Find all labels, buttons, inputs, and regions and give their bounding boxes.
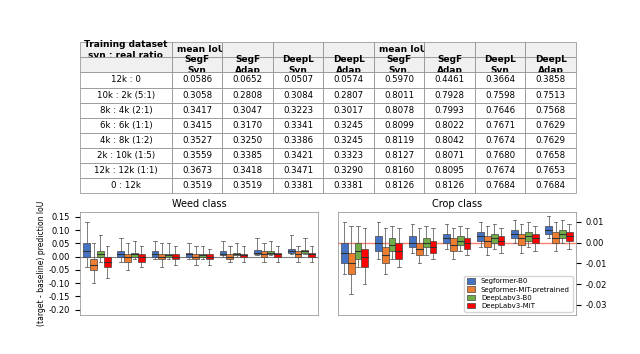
Bar	[90, 259, 97, 270]
Bar	[348, 253, 355, 274]
Bar	[274, 253, 281, 257]
Bar	[396, 242, 403, 259]
Bar	[409, 236, 416, 247]
Bar	[450, 239, 457, 251]
Bar	[199, 254, 206, 257]
Legend: Segformer-B0, Segformer-MiT-pretrained, DeepLabv3-B0, DeepLabv3-MiT: Segformer-B0, Segformer-MiT-pretrained, …	[464, 275, 573, 312]
Bar	[375, 236, 382, 251]
Bar	[477, 232, 484, 241]
Bar	[552, 232, 559, 242]
Bar	[268, 251, 274, 254]
Bar	[484, 236, 491, 247]
Bar	[138, 254, 145, 262]
Bar	[545, 226, 552, 234]
Bar	[362, 249, 368, 268]
Bar	[491, 234, 498, 242]
Bar	[566, 232, 573, 241]
Bar	[294, 251, 301, 257]
Bar	[559, 230, 566, 239]
Bar	[220, 251, 227, 255]
Bar	[240, 254, 247, 257]
Bar	[498, 236, 504, 245]
Bar	[518, 234, 525, 245]
Title: Weed class: Weed class	[172, 199, 227, 210]
Bar	[97, 251, 104, 257]
Bar	[355, 242, 362, 259]
Bar	[382, 247, 388, 263]
Bar	[422, 239, 429, 247]
Bar	[227, 254, 234, 259]
Bar	[124, 254, 131, 262]
Bar	[131, 253, 138, 257]
Bar	[532, 234, 538, 242]
Bar	[253, 250, 260, 254]
Title: Crop class: Crop class	[432, 199, 482, 210]
Bar	[341, 242, 348, 263]
Bar	[301, 250, 308, 253]
Bar	[308, 253, 315, 257]
Bar	[388, 239, 396, 251]
Bar	[152, 251, 158, 257]
Bar	[260, 251, 268, 257]
Bar	[165, 254, 172, 257]
Bar	[443, 234, 450, 242]
Bar	[511, 230, 518, 239]
Bar	[104, 257, 111, 267]
Bar	[288, 249, 294, 253]
Y-axis label: (target - baseline) prediction IoU: (target - baseline) prediction IoU	[37, 201, 46, 326]
Bar	[429, 241, 436, 253]
Bar	[234, 253, 240, 255]
Bar	[206, 254, 213, 259]
Bar	[463, 239, 470, 249]
Bar	[118, 251, 124, 257]
Bar	[416, 242, 422, 255]
Bar	[172, 254, 179, 259]
Bar	[158, 254, 165, 259]
Bar	[186, 253, 193, 257]
Bar	[525, 232, 532, 241]
Bar	[83, 244, 90, 257]
Bar	[193, 254, 199, 259]
Bar	[457, 236, 463, 245]
